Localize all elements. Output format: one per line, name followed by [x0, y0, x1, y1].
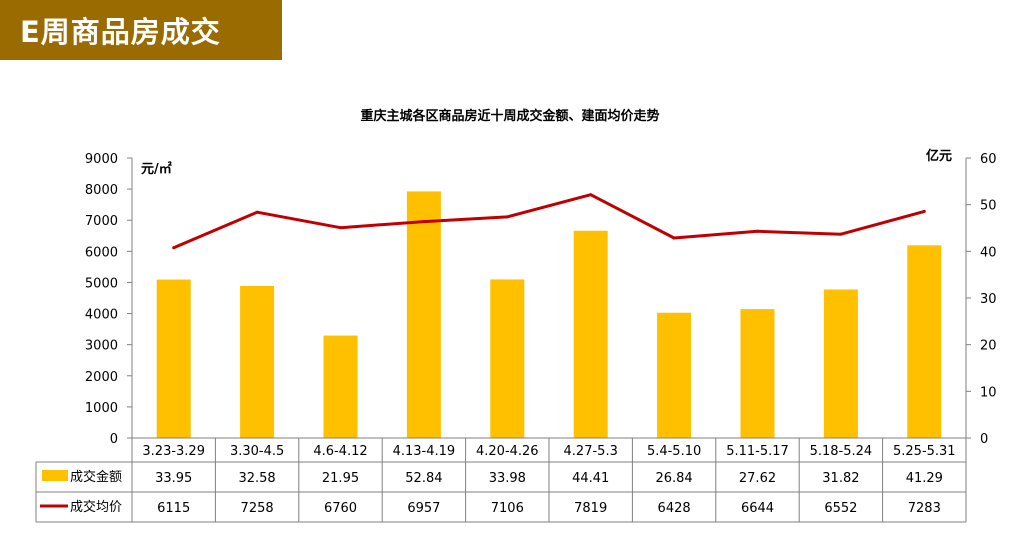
- axes-group: 0 1000 2000 3000 4000 5000 6000 7000 8000 9000 0 10…: [85, 152, 997, 447]
- bar-4.27-5.3: [573, 230, 608, 438]
- right-axis-tick-label: 10: [980, 385, 997, 400]
- right-axis-tick-label: 30: [980, 292, 997, 307]
- line-value-cell: 7819: [574, 501, 607, 516]
- bar-value-cell: 52.84: [405, 471, 442, 486]
- right-axis-tick-label: 60: [980, 152, 997, 167]
- bar-value-cell: 26.84: [655, 471, 692, 486]
- line-value-cell: 7106: [491, 501, 524, 516]
- category-label: 5.4-5.10: [647, 444, 701, 459]
- legend-label-bar: 成交金额: [70, 469, 122, 485]
- category-label: 4.6-4.12: [313, 444, 367, 459]
- bar-value-cell: 32.58: [238, 471, 275, 486]
- bar-3.23-3.29: [156, 279, 191, 438]
- category-label: 4.20-4.26: [476, 444, 539, 459]
- line-value-cell: 6428: [658, 501, 691, 516]
- left-axis-tick-label: 4000: [85, 308, 118, 323]
- left-axis-tick-label: 8000: [85, 183, 118, 198]
- bar-value-cell: 21.95: [322, 471, 359, 486]
- line-point-5.4-5.10: [672, 236, 676, 240]
- left-axis-tick-label: 2000: [85, 370, 118, 385]
- line-point-3.30-4.5: [255, 210, 259, 214]
- bar-3.30-4.5: [240, 285, 275, 438]
- line-value-cell: 7258: [241, 501, 274, 516]
- category-label: 5.18-5.24: [810, 444, 873, 459]
- left-axis-tick-label: 7000: [85, 214, 118, 229]
- line-point-5.11-5.17: [756, 229, 759, 233]
- line-value-cell: 7283: [908, 501, 941, 516]
- line-group: [172, 193, 926, 250]
- category-label: 4.13-4.19: [393, 444, 456, 459]
- data-table: 3.23-3.29 3.30-4.5 4.6-4.12 4.13-4.19 4.20-4…: [35, 437, 967, 523]
- chart-title: 重庆主城各区商品房近十周成交金额、建面均价走势: [360, 108, 659, 124]
- header-title: E周商品房成交: [20, 15, 221, 49]
- left-axis-tick-label: 1000: [85, 401, 118, 416]
- line-value-cell: 6115: [157, 501, 190, 516]
- bar-value-cell: 33.98: [489, 471, 526, 486]
- left-axis-tick-label: 3000: [85, 339, 118, 354]
- bar-5.18-5.24: [823, 289, 858, 438]
- left-axis-tick-label: 0: [110, 432, 118, 447]
- line-point-5.25-5.31: [922, 209, 926, 213]
- bar-value-cell: 44.41: [572, 471, 609, 486]
- bar-5.11-5.17: [740, 309, 775, 438]
- line-value-cell: 6644: [741, 501, 774, 516]
- bar-4.13-4.19: [406, 191, 441, 438]
- line-value-cell: 6957: [407, 501, 440, 516]
- line-series-成交均价: [173, 193, 925, 250]
- line-point-5.18-5.24: [839, 232, 843, 236]
- category-label: 5.25-5.31: [893, 444, 956, 459]
- bar-4.20-4.26: [490, 279, 525, 438]
- line-point-4.20-4.26: [505, 215, 509, 219]
- line-point-3.23-3.29: [172, 246, 176, 250]
- category-label: 3.30-4.5: [230, 444, 284, 459]
- bar-5.4-5.10: [657, 312, 692, 438]
- header-bar: E周商品房成交: [0, 0, 282, 60]
- legend-label-line: 成交均价: [70, 499, 122, 515]
- bar-4.6-4.12: [323, 335, 358, 438]
- line-point-4.13-4.19: [422, 220, 426, 224]
- right-axis-tick-label: 50: [980, 199, 997, 214]
- category-label: 3.23-3.29: [142, 444, 205, 459]
- category-label: 5.11-5.17: [726, 444, 789, 459]
- left-axis-unit: 元/㎡: [141, 161, 172, 177]
- right-axis-tick-label: 40: [980, 245, 997, 260]
- left-axis-tick-label: 6000: [85, 245, 118, 260]
- bars-group: [156, 191, 942, 438]
- bar-5.25-5.31: [907, 245, 942, 438]
- left-axis-tick-label: 9000: [85, 152, 118, 167]
- bar-value-cell: 27.62: [739, 471, 776, 486]
- right-axis-unit: 亿元: [926, 148, 952, 164]
- line-value-cell: 6552: [824, 501, 857, 516]
- right-axis-tick-label: 20: [980, 339, 997, 354]
- category-label: 4.27-5.3: [564, 444, 618, 459]
- line-point-4.27-5.3: [589, 193, 593, 197]
- legend-swatch-bar: [42, 470, 68, 481]
- bar-value-cell: 31.82: [822, 471, 859, 486]
- bar-value-cell: 33.95: [155, 471, 192, 486]
- right-axis-tick-label: 0: [980, 432, 988, 447]
- left-axis-tick-label: 5000: [85, 276, 118, 291]
- line-point-4.6-4.12: [339, 226, 342, 230]
- line-value-cell: 6760: [324, 501, 357, 516]
- bar-value-cell: 41.29: [906, 471, 943, 486]
